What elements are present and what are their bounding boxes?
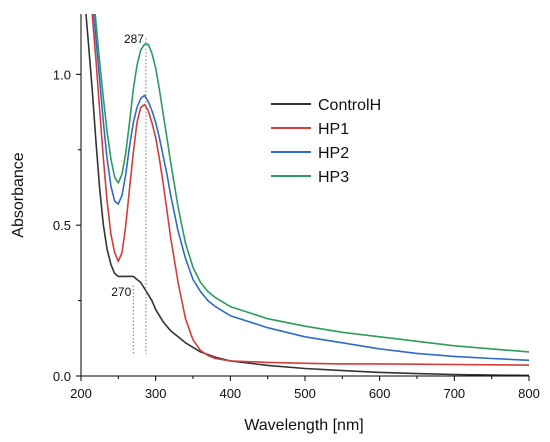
legend-label-controlh: ControlH (318, 97, 381, 114)
x-tick-label-400: 400 (219, 386, 241, 401)
legend-label-hp3: HP3 (318, 169, 349, 186)
x-tick-label-200: 200 (70, 386, 92, 401)
annotation-label-270: 270 (111, 285, 131, 299)
legend-label-hp1: HP1 (318, 121, 349, 138)
x-tick-label-300: 300 (145, 386, 167, 401)
x-tick-label-800: 800 (518, 386, 540, 401)
series-line-controlh (85, 14, 529, 376)
annotation-lines: 287 270 (111, 32, 147, 354)
series-line-hp3 (94, 14, 529, 353)
ticks: 200 300 400 500 600 700 800 0.0 0.5 1.0 (53, 67, 540, 401)
x-tick-label-500: 500 (294, 386, 316, 401)
x-tick-label-600: 600 (369, 386, 391, 401)
plot-lines (85, 14, 529, 376)
annotation-label-287: 287 (124, 32, 144, 46)
x-tick-label-700: 700 (443, 386, 465, 401)
y-tick-label-0: 0.0 (53, 369, 71, 384)
series-line-hp1 (91, 14, 529, 366)
series-line-hp2 (92, 14, 529, 362)
y-axis-title: Absorbance (10, 152, 27, 237)
x-axis-title: Wavelength [nm] (244, 417, 363, 434)
legend: ControlH HP1 HP2 HP3 (271, 97, 381, 186)
y-tick-label-0.5: 0.5 (53, 218, 71, 233)
legend-label-hp2: HP2 (318, 145, 349, 162)
y-tick-label-1: 1.0 (53, 67, 71, 82)
axes (80, 14, 529, 377)
